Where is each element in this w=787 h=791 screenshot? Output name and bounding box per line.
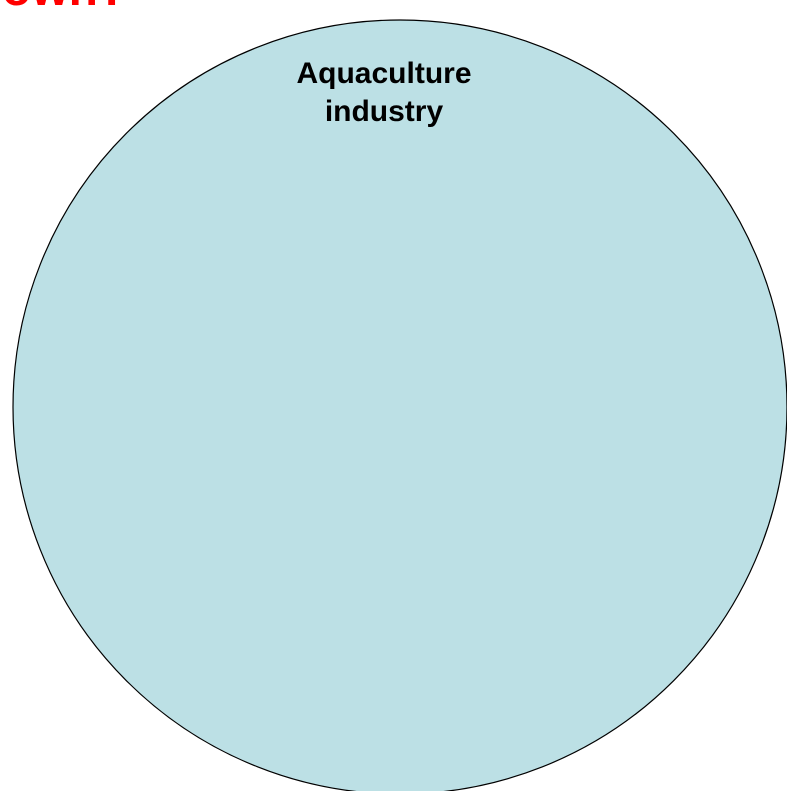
circle-label: Aquaculture industry [224, 55, 544, 131]
circle-label-line-2: industry [324, 95, 444, 128]
circle-label-line-1: Aquaculture [296, 57, 472, 90]
aquaculture-industry-circle [12, 19, 787, 791]
slide-title-fragment: own? [2, 0, 127, 20]
